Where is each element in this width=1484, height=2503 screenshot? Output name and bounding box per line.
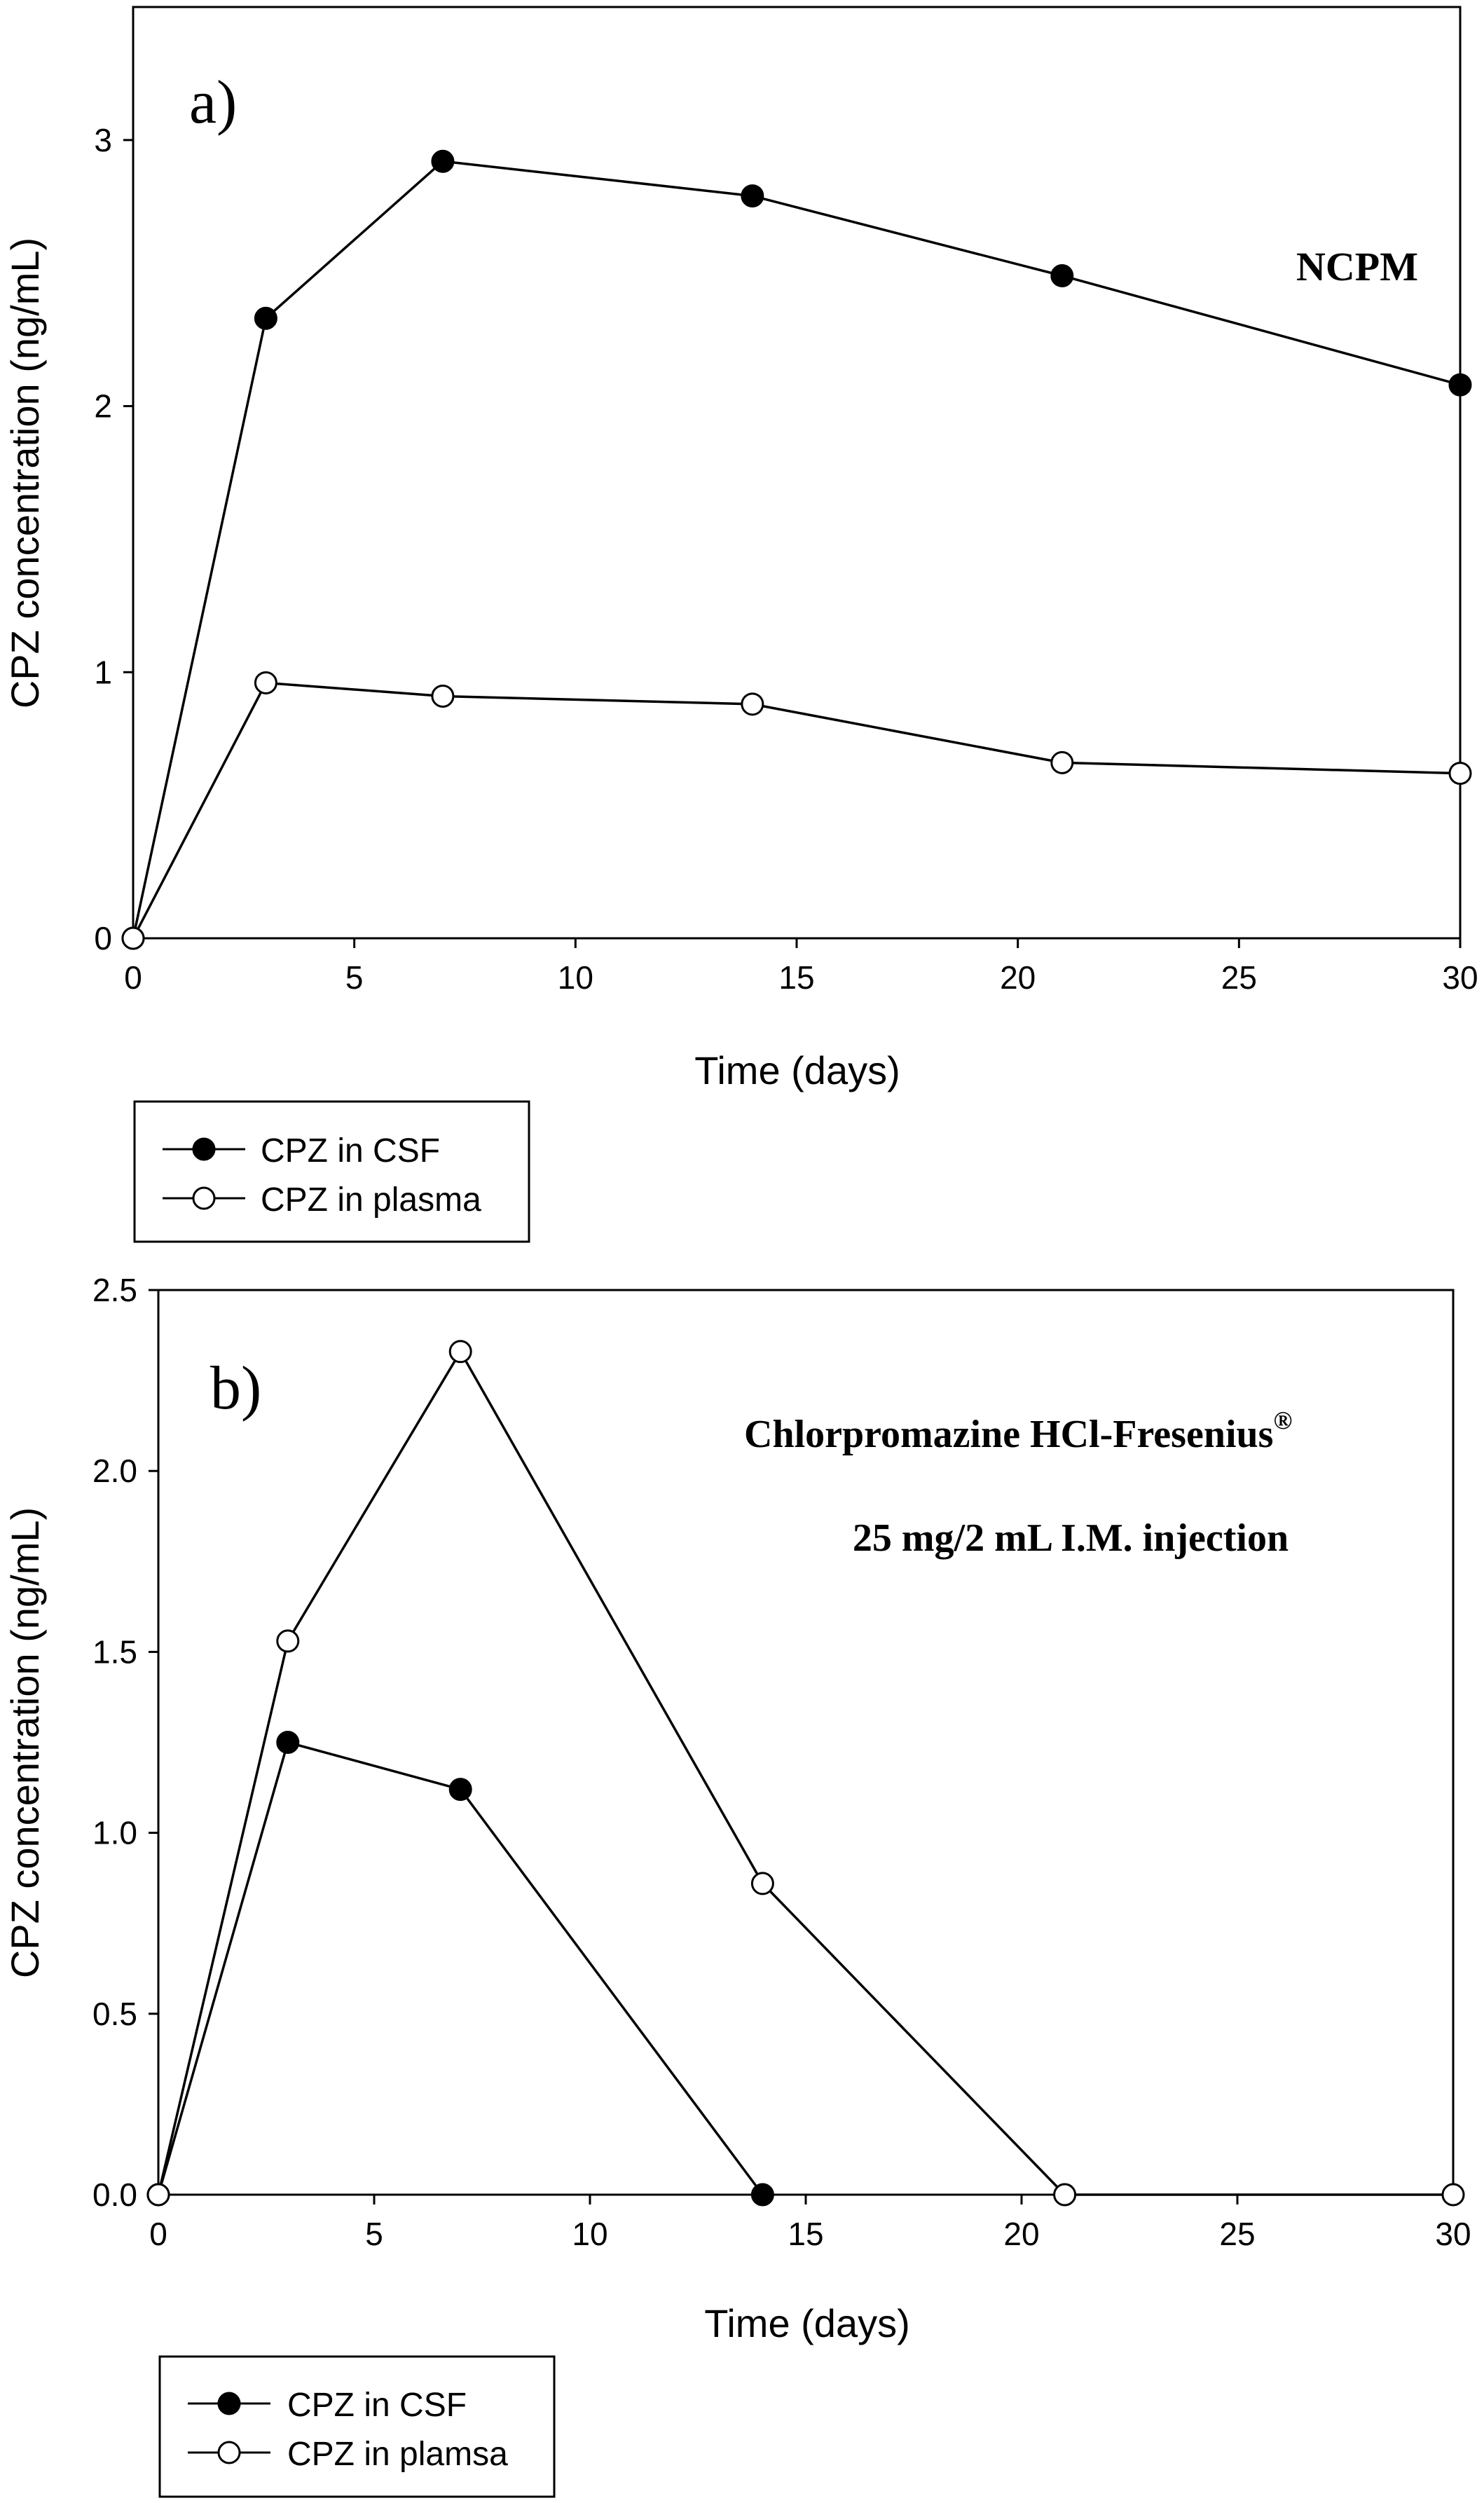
panel-label-a: a): [189, 69, 237, 137]
annotation-dose: 25 mg/2 mL I.M. injection: [853, 1516, 1289, 1560]
legend-marker-csf-b: [217, 2392, 241, 2415]
data-point-plasma: [1050, 750, 1074, 774]
data-point-csf: [431, 149, 455, 173]
data-point-csf: [741, 184, 764, 208]
data-point-csf: [1448, 373, 1472, 397]
y-tick-label: 0.5: [92, 1996, 137, 2032]
data-point-csf: [1050, 264, 1074, 288]
data-point-plasma: [254, 671, 277, 694]
data-point-plasma: [750, 1872, 774, 1895]
legend-a: CPZ in CSF CPZ in plasma: [133, 1100, 530, 1243]
data-point-plasma: [1053, 2183, 1077, 2207]
x-tick-label: 20: [1003, 2216, 1039, 2252]
x-ticks-b: 0 5 10 15 20 25 30: [149, 2195, 1471, 2252]
legend-b: CPZ in CSF CPZ in plamsa: [158, 2355, 556, 2498]
series-a: [121, 149, 1472, 950]
y-tick-label: 3: [94, 122, 112, 158]
series-line-plasma: [157, 1349, 1453, 2196]
data-point-plasma: [431, 684, 455, 708]
plot-frame-a: [132, 6, 1462, 940]
y-tick-label: 0.0: [92, 2176, 137, 2213]
x-ticks-a: 0 5 10 15 20 25 30: [124, 938, 1478, 996]
y-tick-label: 2: [94, 388, 112, 425]
legend-label-csf-a: CPZ in CSF: [261, 1132, 440, 1170]
y-tick-label: 2.5: [92, 1272, 137, 1308]
y-tick-label: 1.0: [92, 1815, 137, 1851]
x-axis-label-b: Time (days): [704, 2301, 910, 2345]
x-tick-label: 5: [345, 959, 364, 996]
legend-marker-plasma-b: [217, 2441, 241, 2464]
y-tick-label: 1.5: [92, 1633, 137, 1670]
x-tick-label: 5: [365, 2216, 383, 2252]
legend-label-plasma-b: CPZ in plamsa: [287, 2436, 508, 2473]
x-tick-label: 10: [572, 2216, 607, 2252]
x-tick-label: 25: [1221, 959, 1257, 996]
data-point-plasma: [1441, 2183, 1465, 2207]
x-axis-label-a: Time (days): [694, 1048, 900, 1092]
legend-marker-csf-a: [192, 1137, 216, 1161]
legend-box-a: [133, 1100, 530, 1243]
data-point-csf: [448, 1778, 472, 1802]
y-axis-label-b: CPZ concentration (ng/mL): [3, 1507, 47, 1978]
data-point-csf: [276, 1731, 300, 1754]
legend-label-plasma-a: CPZ in plasma: [261, 1181, 481, 1219]
y-ticks-a: 0 1 2 3: [94, 122, 133, 956]
legend-box-b: [158, 2355, 556, 2498]
x-tick-label: 10: [558, 959, 593, 996]
y-tick-label: 1: [94, 654, 112, 690]
legend-marker-plasma-a: [192, 1186, 216, 1210]
series-b: [146, 1340, 1465, 2207]
panel-label-b: b): [210, 1355, 261, 1422]
y-tick-label: 0: [94, 920, 112, 956]
x-tick-label: 15: [778, 959, 814, 996]
data-point-plasma: [121, 926, 145, 950]
data-point-csf: [750, 2183, 774, 2207]
x-tick-label: 25: [1219, 2216, 1255, 2252]
panel-b: 0 5 10 15 20 25 30 0.0 0.5 1.0 1.5 2.0 2.5 b) Chlor…: [3, 1272, 1471, 2498]
series-line-csf: [132, 160, 1461, 939]
panel-a: 0 5 10 15 20 25 30 0 1 2 3 a) NCPM Time (days) CP…: [3, 6, 1478, 1243]
series-line-plasma: [132, 681, 1461, 939]
y-ticks-b: 0.0 0.5 1.0 1.5 2.0 2.5: [92, 1272, 158, 2213]
y-tick-label: 2.0: [92, 1453, 137, 1489]
x-tick-label: 0: [149, 2216, 167, 2252]
series-line-csf: [157, 1741, 764, 2196]
data-point-plasma: [741, 692, 764, 716]
annotation-ncpm: NCPM: [1296, 244, 1418, 289]
data-point-plasma: [448, 1340, 472, 1364]
data-point-plasma: [1448, 762, 1472, 786]
x-tick-label: 15: [788, 2216, 823, 2252]
legend-label-csf-b: CPZ in CSF: [287, 2387, 467, 2424]
y-axis-label-a: CPZ concentration (ng/mL): [3, 238, 47, 708]
x-tick-label: 30: [1442, 959, 1478, 996]
x-tick-label: 30: [1435, 2216, 1471, 2252]
data-point-csf: [254, 306, 277, 330]
data-point-plasma: [146, 2183, 170, 2207]
data-point-plasma: [276, 1629, 300, 1653]
annotation-product: Chlorpromazine HCl-Fresenius®: [744, 1406, 1292, 1456]
x-tick-label: 20: [1000, 959, 1036, 996]
x-tick-label: 0: [124, 959, 142, 996]
